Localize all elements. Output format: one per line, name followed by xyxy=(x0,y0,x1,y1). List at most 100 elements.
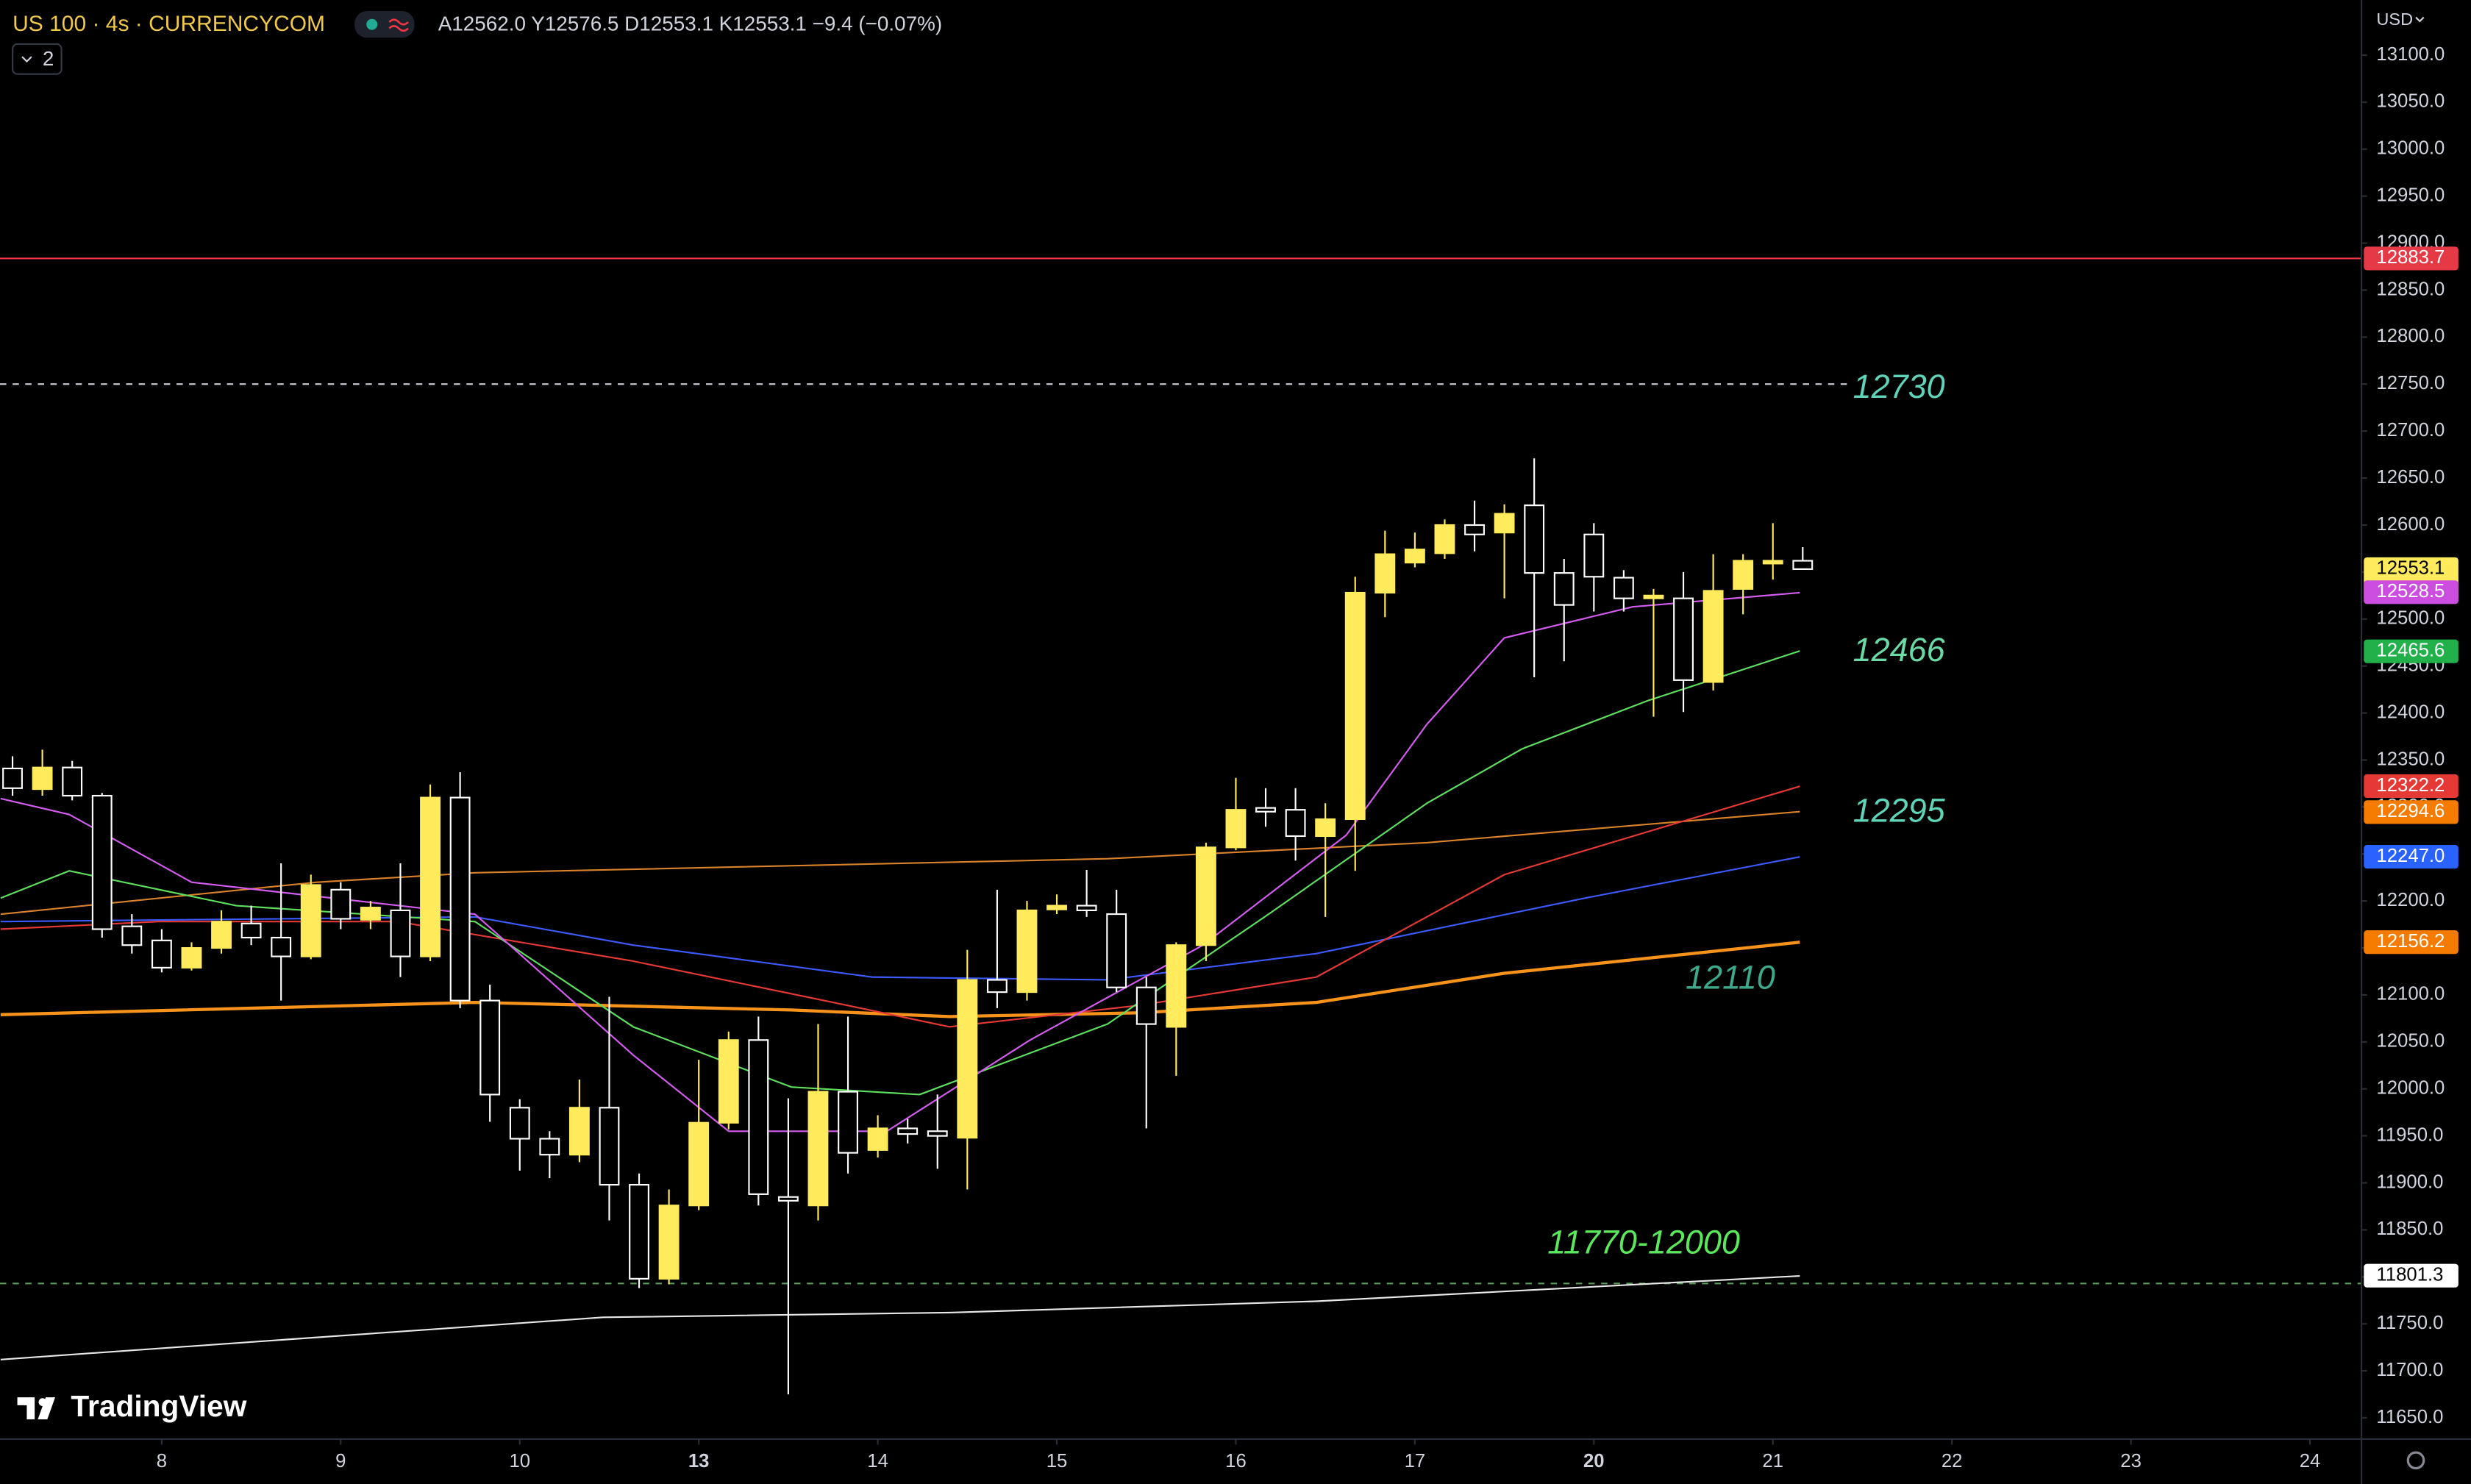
y-tick-label: 12100.0 xyxy=(2376,984,2445,1005)
y-tick-label: 12000.0 xyxy=(2376,1078,2445,1099)
price-tag-label: 12553.1 xyxy=(2376,558,2445,579)
candle-body xyxy=(300,884,321,957)
annotation: 12466 xyxy=(1853,631,1946,668)
x-tick-label: 24 xyxy=(2300,1451,2321,1471)
candle-body xyxy=(957,979,978,1139)
price-tag-label: 11801.3 xyxy=(2376,1264,2443,1285)
candle-body xyxy=(2,767,23,789)
y-tick-label: 12600.0 xyxy=(2376,514,2445,535)
price-tag-label: 12465.6 xyxy=(2376,641,2445,661)
tradingview-logo xyxy=(17,1397,56,1420)
y-tick-label: 12650.0 xyxy=(2376,467,2445,488)
price-tags: 12883.712553.101:39:2312528.512465.61232… xyxy=(2364,246,2458,1288)
price-tag xyxy=(2364,639,2458,663)
candle-body xyxy=(1374,553,1396,594)
candle-body xyxy=(1792,560,1814,570)
price-tag xyxy=(2364,930,2458,955)
chevron-icon xyxy=(2415,16,2425,23)
y-tick-label: 11750.0 xyxy=(2376,1313,2443,1333)
x-tick-label: 21 xyxy=(1762,1451,1783,1471)
x-tick-label: 9 xyxy=(335,1451,346,1471)
candle-body xyxy=(479,999,501,1096)
candle-body xyxy=(151,939,172,968)
candle-body xyxy=(1494,513,1515,534)
candle-body xyxy=(1434,524,1455,554)
indicator-count[interactable]: 2 xyxy=(43,47,54,70)
candle-body xyxy=(748,1039,769,1195)
price-tag xyxy=(2364,800,2458,824)
y-tick-label: 11700.0 xyxy=(2376,1360,2443,1380)
y-tick-label: 12800.0 xyxy=(2376,326,2445,346)
moving-average-line xyxy=(0,650,1800,1096)
x-tick-label: 14 xyxy=(867,1451,888,1471)
chevron-icon xyxy=(21,56,32,63)
x-tick-label: 22 xyxy=(1942,1451,1963,1471)
annotation: 11770-12000 xyxy=(1547,1223,1740,1260)
status-dot xyxy=(366,18,378,30)
price-tag-label: 12294.6 xyxy=(2376,801,2445,821)
moving-average-line xyxy=(0,1274,1800,1360)
y-tick-label: 12700.0 xyxy=(2376,420,2445,440)
candle-body xyxy=(539,1138,560,1156)
moving-average-line xyxy=(0,810,1800,916)
candle-body xyxy=(449,796,471,1002)
candle-body xyxy=(1016,909,1038,994)
candle-body xyxy=(1524,504,1545,574)
candle-body xyxy=(1643,594,1664,599)
candle-body xyxy=(91,794,113,930)
candle-body xyxy=(181,946,202,968)
candle-body xyxy=(1404,549,1425,564)
indicator-toggle[interactable] xyxy=(12,43,63,75)
y-tick-label: 11900.0 xyxy=(2376,1171,2443,1192)
candle-body xyxy=(390,909,411,957)
x-tick-label: 8 xyxy=(157,1451,167,1471)
candle-body xyxy=(568,1107,590,1156)
candle-body xyxy=(1344,591,1366,821)
annotation: 12730 xyxy=(1853,368,1945,405)
candle-body xyxy=(927,1130,948,1137)
candle-body xyxy=(121,925,143,946)
candle-body xyxy=(986,979,1008,994)
y-tick-label: 13000.0 xyxy=(2376,138,2445,159)
candle-body xyxy=(599,1107,620,1186)
candle-body xyxy=(807,1091,829,1207)
candle-body xyxy=(897,1127,919,1135)
candle-body xyxy=(1195,846,1216,946)
candle-body xyxy=(838,1091,858,1154)
ohlc-values: A12562.0 Y12576.5 D12553.1 K12553.1 −9.4… xyxy=(438,13,942,35)
candle-body xyxy=(32,766,53,791)
moving-average-line xyxy=(0,785,1800,1028)
y-tick-label: 12350.0 xyxy=(2376,749,2445,769)
currency-label[interactable]: USD xyxy=(2376,10,2413,29)
y-tick-label: 13050.0 xyxy=(2376,91,2445,112)
price-tag xyxy=(2364,246,2458,271)
y-tick-label: 12400.0 xyxy=(2376,702,2445,722)
x-tick-label: 23 xyxy=(2120,1451,2142,1471)
y-tick-label: 13100.0 xyxy=(2376,44,2445,65)
candle-body xyxy=(211,921,232,949)
candle-body xyxy=(867,1127,888,1151)
y-tick-label: 12750.0 xyxy=(2376,373,2445,393)
candle-body xyxy=(330,888,352,920)
y-tick-label: 12500.0 xyxy=(2376,608,2445,629)
y-tick-label: 12950.0 xyxy=(2376,185,2445,206)
price-tag xyxy=(2364,580,2458,604)
price-tag xyxy=(2364,845,2458,869)
x-tick-label: 16 xyxy=(1225,1451,1247,1471)
candle-body xyxy=(1583,533,1605,578)
moving-average-line xyxy=(0,856,1800,981)
x-tick-label: 10 xyxy=(509,1451,530,1471)
moving-average-line xyxy=(0,941,1800,1019)
y-tick-label: 11950.0 xyxy=(2376,1124,2443,1145)
price-tag-label: 12322.2 xyxy=(2376,775,2445,796)
settings-icon[interactable] xyxy=(2406,1451,2425,1470)
x-tick-label: 20 xyxy=(1583,1451,1605,1471)
candle-body xyxy=(1255,807,1276,813)
brand-name: TradingView xyxy=(71,1389,246,1423)
status-badge xyxy=(354,10,415,38)
y-tick-label: 12050.0 xyxy=(2376,1031,2445,1052)
candle-body xyxy=(629,1184,649,1280)
candle-body xyxy=(1702,590,1724,683)
